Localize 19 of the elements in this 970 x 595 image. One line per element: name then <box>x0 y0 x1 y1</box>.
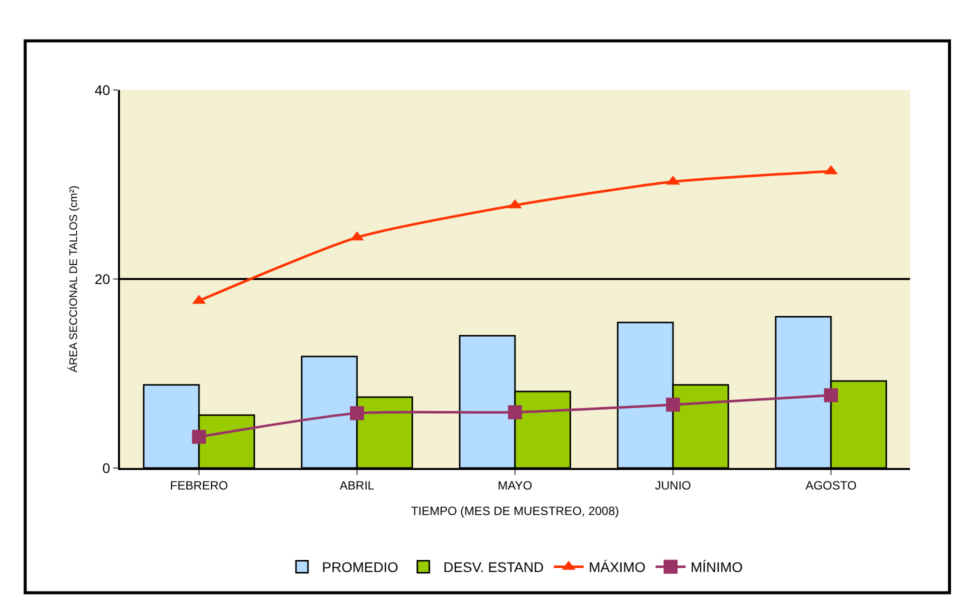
x-tick-label: JUNIO <box>655 478 691 492</box>
y-axis-title: ÁREA SECCIONAL DE TALLOS (cm²) <box>66 186 80 372</box>
legend-label: MÁXIMO <box>588 559 646 576</box>
y-tick-label: 40 <box>94 82 110 98</box>
x-tick-label: MAYO <box>498 478 532 492</box>
x-axis-title: TIEMPO (MES DE MUESTREO, 2008) <box>410 504 620 518</box>
point <box>192 430 206 444</box>
legend-label: MÍNIMO <box>690 559 743 576</box>
x-tick-label: FEBRERO <box>170 478 228 492</box>
y-tick-label: 20 <box>94 270 110 287</box>
x-tick-label: ABRIL <box>340 478 375 492</box>
x-tick-label: AGOSTO <box>805 478 857 492</box>
legend-label: DESV. ESTAND <box>443 559 544 576</box>
point <box>508 405 522 420</box>
point <box>350 406 364 420</box>
point <box>666 398 680 412</box>
y-tick-label: 0 <box>102 460 110 476</box>
point <box>824 388 838 402</box>
legend-label: PROMEDIO <box>322 559 398 576</box>
